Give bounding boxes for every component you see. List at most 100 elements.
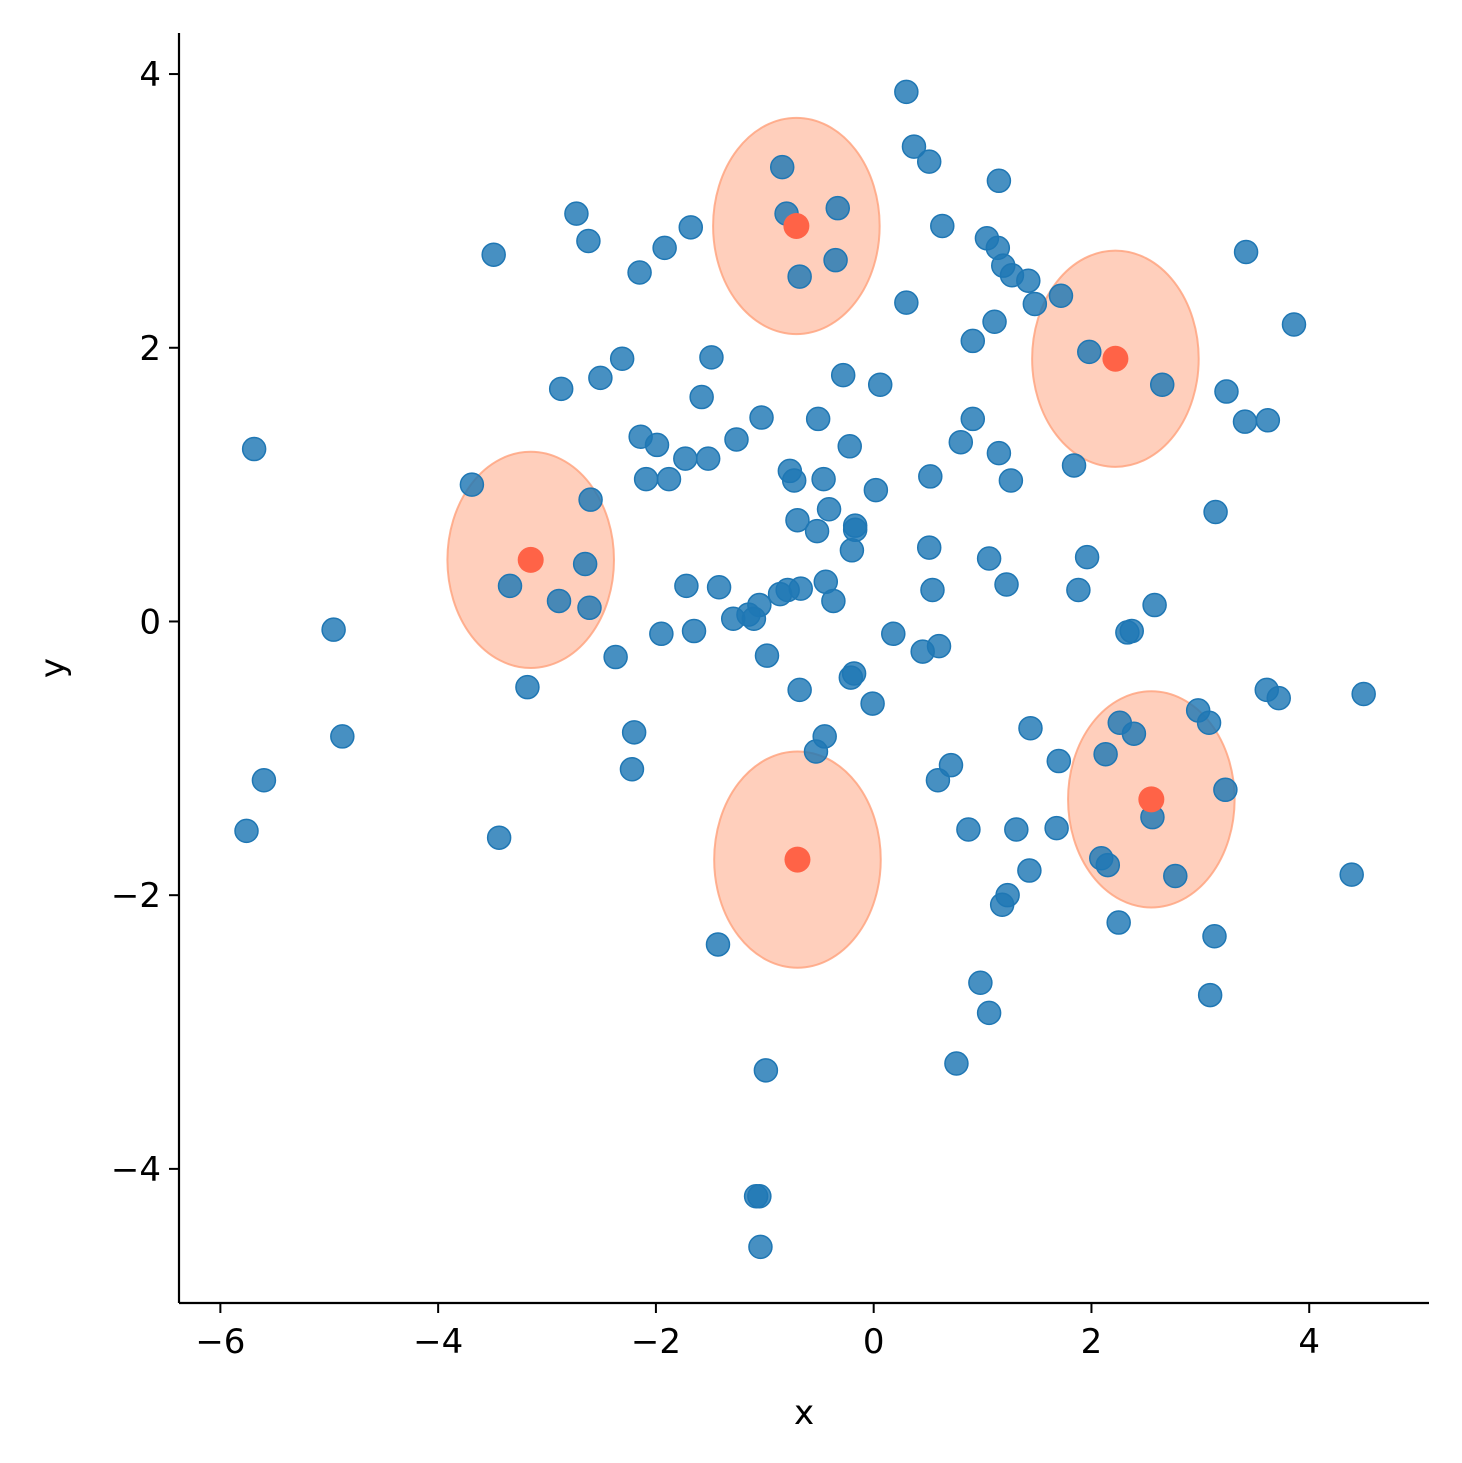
data-point (481, 242, 506, 267)
data-point (1255, 408, 1281, 433)
data-point (1233, 239, 1259, 265)
data-point (652, 235, 677, 261)
data-point (842, 517, 868, 543)
data-point (1214, 379, 1239, 404)
data-point (633, 466, 659, 492)
data-point (769, 154, 795, 180)
data-point (881, 621, 906, 647)
data-point (706, 575, 732, 600)
x-tick-label: −2 (631, 1322, 681, 1362)
data-point (1339, 862, 1364, 887)
data-point (321, 617, 346, 642)
data-point (930, 213, 955, 239)
data-point (241, 436, 267, 462)
y-tick-label: 2 (139, 329, 161, 369)
data-point (564, 201, 589, 226)
data-point (1202, 923, 1227, 949)
data-point (747, 1184, 772, 1209)
center-points (517, 212, 1165, 873)
data-point (1142, 592, 1167, 618)
data-point (546, 588, 572, 614)
data-point (976, 1000, 1002, 1026)
data-point (695, 446, 721, 471)
data-point (749, 405, 774, 430)
data-point (823, 247, 848, 273)
data-point (863, 477, 889, 503)
data-point (894, 290, 919, 315)
x-tick-label: 0 (863, 1322, 885, 1362)
data-point (838, 665, 864, 690)
data-point (1197, 982, 1223, 1008)
y-axis-label: y (33, 658, 73, 678)
data-point (1351, 681, 1376, 707)
data-point (968, 970, 993, 996)
data-point (956, 817, 981, 842)
data-point (1121, 721, 1147, 746)
x-tick-label: −4 (413, 1322, 463, 1362)
data-point (781, 468, 807, 493)
data-point (1066, 577, 1091, 603)
data-point (1203, 499, 1228, 525)
data-point (1077, 339, 1102, 365)
data-point (681, 618, 707, 644)
data-point (989, 892, 1015, 918)
data-point (678, 215, 704, 240)
data-point (720, 606, 746, 631)
data-point (1022, 291, 1048, 317)
data-point (576, 228, 601, 254)
data-point (741, 606, 767, 631)
data-point (603, 644, 628, 670)
data-point (916, 535, 942, 560)
data-point (944, 1051, 969, 1076)
data-point (724, 427, 749, 452)
data-point (910, 639, 935, 664)
data-point (839, 538, 865, 563)
x-tick-label: −6 (195, 1322, 245, 1362)
data-point (1106, 910, 1131, 935)
data-point (609, 346, 635, 371)
data-point (804, 518, 830, 544)
data-point (753, 1058, 779, 1083)
data-point (674, 573, 699, 599)
data-point (699, 345, 724, 370)
data-point (998, 468, 1024, 493)
data-point (588, 365, 613, 391)
data-point (656, 466, 682, 492)
data-point (234, 818, 259, 844)
data-point (748, 1234, 773, 1260)
x-tick-label: 2 (1081, 1322, 1103, 1362)
data-point (1004, 817, 1029, 842)
data-point (1046, 748, 1072, 774)
center-point (1102, 345, 1129, 372)
data-point (867, 372, 893, 397)
data-point (825, 195, 851, 221)
data-point (976, 546, 1002, 571)
y-tick-label: −4 (111, 1150, 161, 1190)
data-point (673, 446, 698, 471)
data-point (960, 328, 986, 354)
data-point (1095, 852, 1121, 878)
data-point (805, 406, 831, 432)
data-point (577, 595, 602, 621)
data-point (767, 581, 793, 607)
data-point (1281, 312, 1307, 337)
data-point (994, 572, 1019, 597)
center-point (784, 846, 811, 873)
data-point (705, 932, 731, 957)
data-point (251, 767, 277, 793)
data-point (925, 767, 951, 793)
data-point (644, 432, 670, 458)
data-point (787, 264, 812, 289)
data-point (803, 739, 829, 764)
data-point (787, 677, 812, 703)
y-tick-label: 0 (139, 602, 161, 642)
data-point (330, 724, 355, 749)
data-point (1149, 372, 1175, 397)
data-point (497, 573, 523, 599)
data-point (1213, 777, 1238, 803)
data-point (459, 472, 485, 497)
data-point (619, 757, 645, 782)
center-point (517, 546, 544, 573)
data-point (920, 577, 945, 603)
x-axis-label: x (794, 1393, 814, 1433)
